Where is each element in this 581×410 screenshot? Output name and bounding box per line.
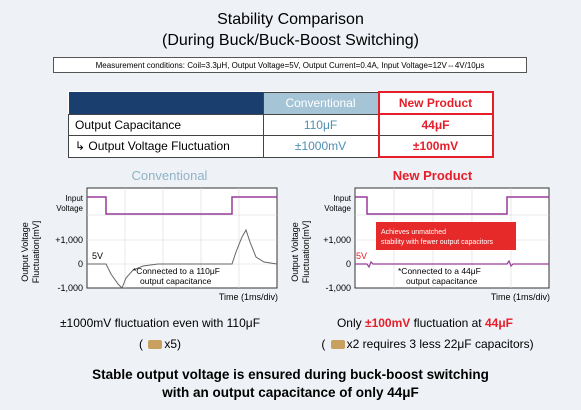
row-label-voltage-fluctuation-text: Output Voltage Fluctuation <box>88 139 230 154</box>
left-input-label-2: Voltage <box>56 204 83 213</box>
left-output-waveform <box>87 228 278 289</box>
right-plot-title: New Product <box>392 168 473 183</box>
table-row: Output Capacitance 110μF 44μF <box>68 113 494 136</box>
right-caption-cap: 44μF <box>484 316 514 330</box>
right-note-1: *Connected to a 44μF <box>398 266 481 276</box>
left-plot-area <box>86 187 278 289</box>
capacitor-icon <box>330 340 345 350</box>
right-output-waveform <box>355 259 549 269</box>
right-caption-mid: fluctuation at <box>410 316 485 330</box>
capacitor-icon <box>148 340 163 350</box>
right-tick-zero: 0 <box>346 259 351 269</box>
left-note-2: output capacitance <box>140 276 212 286</box>
right-callout-2: stability with fewer output capacitors <box>381 239 494 246</box>
row-label-voltage-fluctuation: ↳ Output Voltage Fluctuation <box>68 135 264 158</box>
right-ylabel-2: Fluctuation[mV] <box>301 221 311 284</box>
table-corner-cell <box>68 92 264 115</box>
right-multiplier: x2 requires 3 less 22μF capacitors) <box>346 337 534 351</box>
measurement-conditions: Measurement conditions: Coil=3.3μH, Outp… <box>53 57 527 73</box>
table-header-row: Conventional New Product <box>68 91 494 115</box>
left-caption-line-2: ( x5) <box>40 337 280 351</box>
right-paren: ( <box>321 337 326 351</box>
right-note-2: output capacitance <box>406 276 478 286</box>
sub-arrow-icon: ↳ <box>75 139 86 154</box>
left-input-waveform <box>87 196 277 215</box>
right-tick-pos: +1,000 <box>323 235 351 245</box>
right-callout-1: Achieves unmatched <box>381 229 446 236</box>
conv-voltage-fluctuation: ±1000mV <box>262 135 379 158</box>
right-caption-line-2: ( x2 requires 3 less 22μF capacitors) <box>285 337 570 351</box>
left-plot-title: Conventional <box>131 168 208 183</box>
left-xlabel: Time (1ms/div) <box>219 292 278 302</box>
header-conventional: Conventional <box>262 91 379 115</box>
left-tick-neg: -1,000 <box>57 283 83 293</box>
new-output-capacitance: 44μF <box>377 113 494 136</box>
conv-output-capacitance: 110μF <box>262 113 379 136</box>
footer-line-1: Stable output voltage is ensured during … <box>92 367 489 382</box>
left-paren: ( <box>138 337 143 351</box>
right-caption-prefix: Only <box>336 316 365 330</box>
right-input-label-1: Input <box>333 194 352 203</box>
new-voltage-fluctuation: ±100mV <box>377 135 494 158</box>
left-input-label-1: Input <box>65 194 84 203</box>
row-label-output-capacitance: Output Capacitance <box>68 113 264 136</box>
title-line-2: (During Buck/Buck-Boost Switching) <box>162 32 419 49</box>
footer-line-2: with an output capacitance of only 44μF <box>162 385 419 400</box>
right-ylabel-1: Output Voltage <box>290 222 300 282</box>
right-caption-line-1: Only ±100mV fluctuation at 44μF <box>285 316 565 330</box>
right-input-waveform <box>355 196 549 215</box>
left-tick-pos: +1,000 <box>55 235 83 245</box>
right-oscilloscope-plot: Output Voltage Fluctuation[mV] Input Vol… <box>290 187 550 302</box>
left-ylabel-2: Fluctuation[mV] <box>31 221 41 284</box>
left-5v-label: 5V <box>92 251 103 261</box>
header-new-product: New Product <box>377 91 494 115</box>
left-tick-zero: 0 <box>78 259 83 269</box>
comparison-table: Conventional New Product Output Capacita… <box>68 91 494 158</box>
left-oscilloscope-plot: Output Voltage Fluctuation[mV] Input Vol… <box>20 187 278 302</box>
right-input-label-2: Voltage <box>324 204 351 213</box>
left-ylabel-1: Output Voltage <box>20 222 30 282</box>
right-5v-label: 5V <box>356 251 367 261</box>
title-line-1: Stability Comparison <box>217 11 364 28</box>
left-caption-line-1: ±1000mV fluctuation even with 110μF <box>59 316 261 330</box>
right-tick-neg: -1,000 <box>325 283 351 293</box>
table-row: ↳ Output Voltage Fluctuation ±1000mV ±10… <box>68 135 494 158</box>
right-xlabel: Time (1ms/div) <box>491 292 550 302</box>
left-note-1: *Connected to a 110μF <box>133 266 220 276</box>
left-grid <box>87 188 277 288</box>
left-multiplier: x5) <box>164 337 181 351</box>
right-callout-box <box>376 222 516 250</box>
right-caption-value: ±100mV <box>364 316 411 330</box>
